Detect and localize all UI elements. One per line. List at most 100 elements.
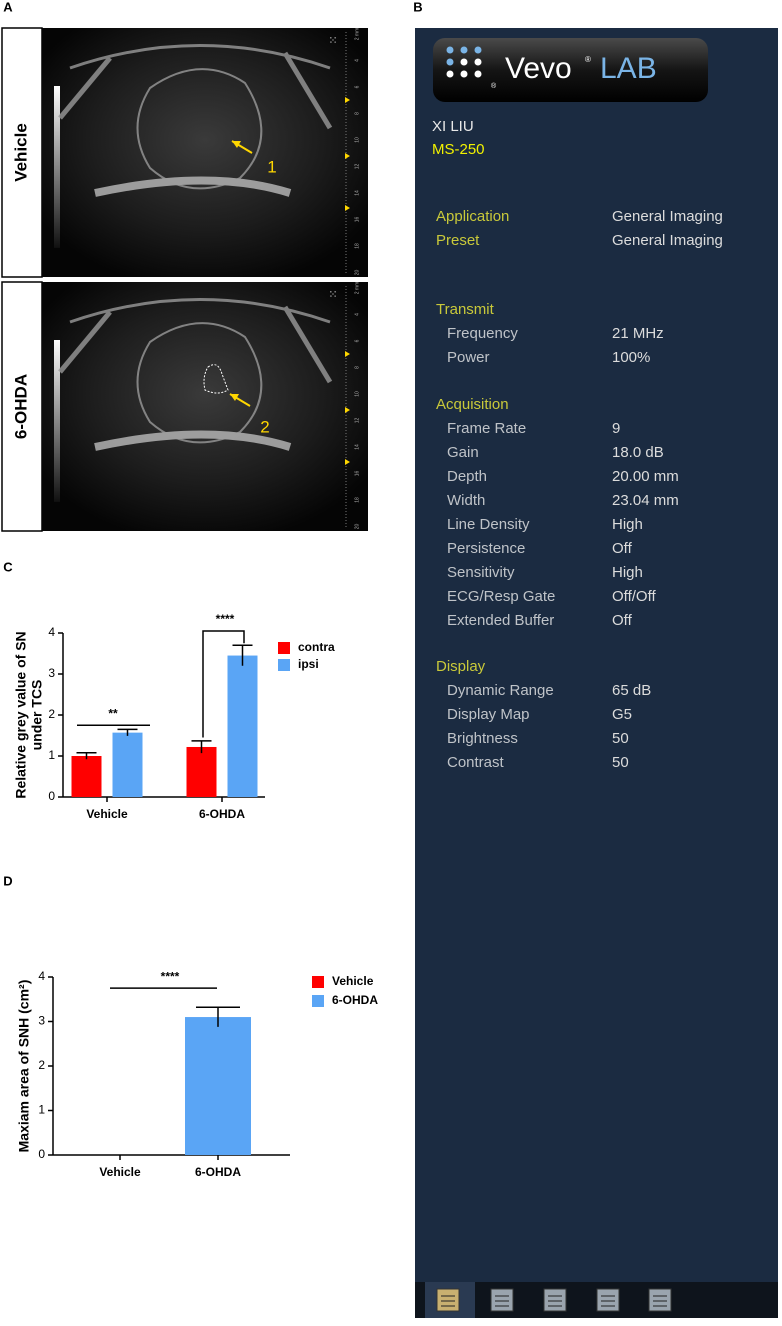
depth-tick-label: 14 xyxy=(354,444,360,450)
probe-name: MS-250 xyxy=(432,141,485,158)
label-box xyxy=(1,281,43,532)
depth-marker xyxy=(345,153,350,159)
panel-letter: C xyxy=(3,559,13,574)
legend-label: contra xyxy=(298,640,335,654)
toolbar-button[interactable] xyxy=(490,1288,514,1312)
depth-tick-label: 18 xyxy=(354,497,360,503)
logo-icon: ⁙ xyxy=(328,289,337,301)
depth-tick-label: 2 mm xyxy=(354,28,360,41)
setting-value: General Imaging xyxy=(612,232,723,249)
logo-dot xyxy=(446,70,454,78)
setting-key: Preset xyxy=(436,232,480,249)
y-axis-label: under TCS xyxy=(29,680,45,751)
setting-key: Extended Buffer xyxy=(447,612,554,629)
image-label: 6-OHDA xyxy=(11,374,30,439)
setting-value: General Imaging xyxy=(612,208,723,225)
depth-tick-label: 10 xyxy=(354,391,360,397)
logo-brand: Vevo xyxy=(505,52,572,85)
side-left xyxy=(58,56,112,120)
depth-tick-label: 16 xyxy=(354,471,360,477)
section-title: Display xyxy=(436,658,486,675)
setting-key: Application xyxy=(436,208,509,225)
logo-icon: ⁙ xyxy=(328,35,337,47)
x-tick-label: 6-OHDA xyxy=(195,1165,241,1179)
setting-value: Off/Off xyxy=(612,588,656,605)
y-tick-label: 4 xyxy=(38,969,45,983)
arrow-head xyxy=(232,141,241,148)
y-tick-label: 0 xyxy=(48,789,55,803)
x-tick-label: 6-OHDA xyxy=(199,807,245,821)
gain-bar xyxy=(54,340,60,502)
logo-dot xyxy=(460,58,468,66)
y-tick-label: 1 xyxy=(38,1103,45,1117)
depth-marker xyxy=(345,205,350,211)
setting-key: Frame Rate xyxy=(447,420,526,437)
panel-letter: A xyxy=(3,0,13,14)
y-tick-label: 2 xyxy=(38,1058,45,1072)
bar xyxy=(186,746,217,797)
registered-mark: ® xyxy=(491,82,497,90)
logo-product: LAB xyxy=(600,52,657,85)
logo-dot xyxy=(474,46,482,54)
y-axis-label: Maxiam area of SNH (cm²) xyxy=(16,980,32,1153)
panel-letter: D xyxy=(3,873,12,888)
toolbar-button[interactable] xyxy=(648,1288,672,1312)
y-tick-label: 1 xyxy=(48,748,55,762)
error-bar xyxy=(191,740,212,754)
legend-swatch xyxy=(278,642,290,654)
significance-bracket xyxy=(202,630,245,738)
y-tick-label: 4 xyxy=(48,625,55,639)
depth-tick-label: 14 xyxy=(354,190,360,196)
setting-value: 20.00 mm xyxy=(612,468,679,485)
brain-outline xyxy=(136,322,263,444)
depth-marker xyxy=(345,97,350,103)
toolbar-button[interactable] xyxy=(543,1288,567,1312)
icon xyxy=(648,1288,672,1312)
logo-dot xyxy=(474,58,482,66)
setting-value: 9 xyxy=(612,420,620,437)
x-tick-label: Vehicle xyxy=(99,1165,141,1179)
base-arc xyxy=(94,176,292,197)
icon xyxy=(543,1288,567,1312)
depth-tick-label: 20 xyxy=(354,270,360,276)
depth-tick-label: 20 xyxy=(354,524,360,530)
toolbar-button[interactable] xyxy=(596,1288,620,1312)
logo-dot xyxy=(446,46,454,54)
registered-mark: ® xyxy=(585,55,591,64)
depth-tick-label: 6 xyxy=(354,85,360,88)
setting-key: Line Density xyxy=(447,516,530,533)
section-title: Transmit xyxy=(436,301,495,318)
setting-value: G5 xyxy=(612,706,632,723)
error-bar xyxy=(232,644,253,666)
side-right xyxy=(282,305,333,384)
x-tick-label: Vehicle xyxy=(86,807,128,821)
depth-tick-label: 16 xyxy=(354,217,360,223)
y-axis-label: Relative grey value of SN xyxy=(13,631,29,798)
brain-outline xyxy=(136,68,263,190)
depth-tick-label: 6 xyxy=(354,339,360,342)
bar xyxy=(112,732,143,797)
setting-key: Dynamic Range xyxy=(447,682,554,699)
base-arc xyxy=(94,430,292,451)
image-label: Vehicle xyxy=(11,123,30,182)
setting-key: Contrast xyxy=(447,754,505,771)
setting-key: Gain xyxy=(447,444,479,461)
logo-dot xyxy=(460,70,468,78)
y-tick-label: 3 xyxy=(48,666,55,680)
setting-key: Depth xyxy=(447,468,487,485)
error-bar xyxy=(76,751,97,760)
toolbar-button[interactable] xyxy=(436,1288,460,1312)
setting-value: 50 xyxy=(612,754,629,771)
logo-box xyxy=(433,38,708,102)
bar xyxy=(227,655,258,797)
depth-tick-label: 18 xyxy=(354,243,360,249)
icon xyxy=(490,1288,514,1312)
user-name: XI LIU xyxy=(432,118,474,135)
logo-dot xyxy=(460,46,468,54)
anatomy xyxy=(58,298,333,451)
setting-value: High xyxy=(612,564,643,581)
significance-label: **** xyxy=(216,612,235,626)
depth-tick-label: 8 xyxy=(354,366,360,369)
setting-key: Sensitivity xyxy=(447,564,515,581)
